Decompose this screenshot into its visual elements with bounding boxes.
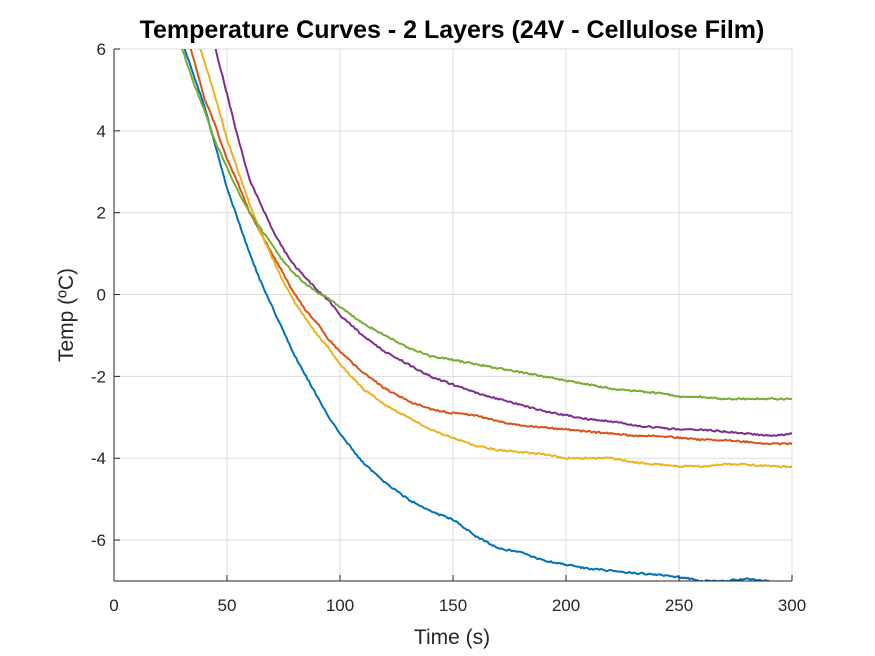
y-tick-label: 4	[97, 122, 106, 141]
y-axis-label: Temp (ºC)	[55, 268, 78, 362]
series-line-4	[214, 49, 792, 437]
axes	[113, 48, 793, 582]
series-lines	[180, 49, 792, 581]
x-tick-label: 200	[552, 596, 580, 615]
y-tick-label: -6	[91, 531, 106, 550]
x-tick-label: 150	[439, 596, 467, 615]
x-tick-label: 50	[218, 596, 237, 615]
x-tick-label: 100	[326, 596, 354, 615]
y-tick-label: -2	[91, 367, 106, 386]
grid	[113, 48, 793, 581]
y-tick-label: 0	[97, 286, 106, 305]
x-tick-label: 0	[109, 596, 118, 615]
series-line-2	[189, 49, 792, 446]
series-line-1	[183, 49, 778, 581]
chart-title: Temperature Curves - 2 Layers (24V - Cel…	[140, 16, 765, 44]
y-tick-label: 6	[97, 40, 106, 59]
y-tick-label: 2	[97, 204, 106, 223]
y-tick-label: -4	[91, 449, 106, 468]
series-line-5	[180, 49, 792, 401]
tick-labels: 0 50 100 150 200 250 300 -6 -4 -2 0 2 4 6	[91, 40, 806, 615]
x-axis-label: Time (s)	[414, 626, 490, 649]
x-tick-label: 300	[778, 596, 806, 615]
x-tick-label: 250	[665, 596, 693, 615]
series-line-3	[199, 49, 792, 469]
